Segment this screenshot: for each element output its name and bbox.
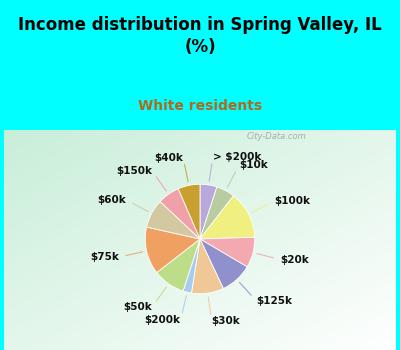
- Text: $30k: $30k: [212, 316, 240, 326]
- Wedge shape: [145, 227, 200, 273]
- Text: $200k: $200k: [144, 315, 180, 325]
- Wedge shape: [178, 184, 200, 239]
- Text: $125k: $125k: [256, 295, 292, 306]
- Wedge shape: [200, 237, 255, 267]
- Text: $100k: $100k: [274, 196, 310, 206]
- Text: City-Data.com: City-Data.com: [247, 132, 307, 141]
- Wedge shape: [183, 239, 200, 293]
- Text: $20k: $20k: [280, 255, 309, 265]
- Text: White residents: White residents: [138, 99, 262, 113]
- Wedge shape: [146, 202, 200, 239]
- Text: > $200k: > $200k: [213, 152, 261, 162]
- Text: $40k: $40k: [154, 153, 183, 162]
- Text: $50k: $50k: [124, 302, 152, 312]
- Text: $10k: $10k: [239, 160, 268, 170]
- Wedge shape: [200, 187, 234, 239]
- Text: $60k: $60k: [98, 195, 126, 205]
- Wedge shape: [157, 239, 200, 291]
- Wedge shape: [200, 184, 217, 239]
- Wedge shape: [160, 189, 200, 239]
- Wedge shape: [200, 196, 255, 239]
- Text: $75k: $75k: [90, 252, 119, 262]
- Text: Income distribution in Spring Valley, IL
(%): Income distribution in Spring Valley, IL…: [18, 16, 382, 56]
- Text: $150k: $150k: [116, 166, 152, 176]
- Wedge shape: [200, 239, 247, 288]
- Wedge shape: [192, 239, 223, 294]
